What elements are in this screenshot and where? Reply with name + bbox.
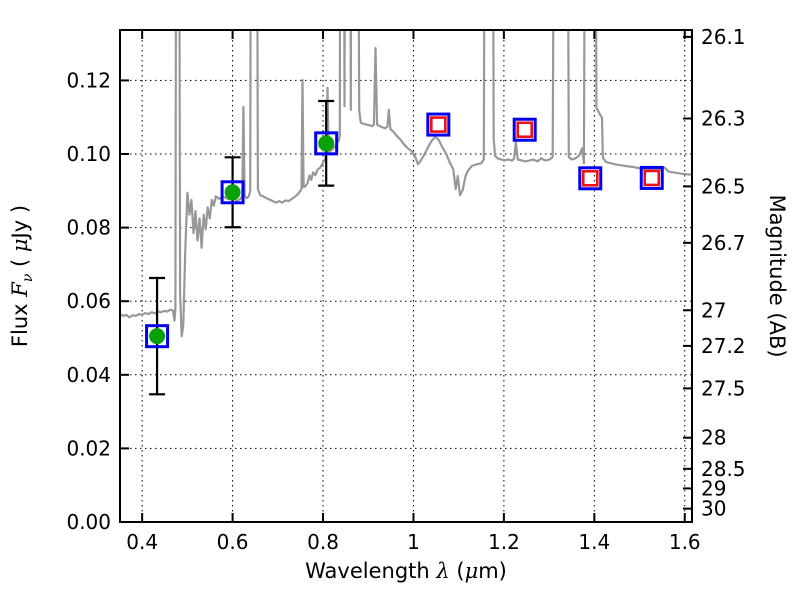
- x-tick-label: 0.6: [217, 530, 249, 554]
- x-tick-label: 1.4: [578, 530, 610, 554]
- flux-tick-label: 0.02: [66, 436, 111, 460]
- red-photometry-point: [516, 121, 533, 139]
- label-part: μ: [465, 559, 479, 583]
- flux-tick-label: 0.12: [66, 68, 111, 92]
- label-part: m): [478, 559, 507, 583]
- label-part: Jy ): [8, 205, 32, 241]
- green-photometry-point: [318, 135, 335, 152]
- spectrum-line: [120, 30, 692, 338]
- x-tick-label: 1.6: [669, 530, 701, 554]
- axes-frame: [119, 29, 693, 523]
- mag-tick-label: 27.2: [701, 334, 746, 358]
- x-axis-label: Wavelength λ (μm): [305, 559, 507, 583]
- x-tick-label: 0.4: [126, 530, 158, 554]
- flux-tick-label: 0.00: [66, 510, 111, 534]
- mag-tick-label: 26.5: [701, 174, 746, 198]
- mag-tick-label: 26.3: [701, 107, 746, 131]
- label-part: F: [8, 281, 32, 298]
- label-part: Magnitude (AB): [765, 194, 789, 357]
- marker-layer: [145, 112, 664, 349]
- flux-tick-label: 0.06: [66, 289, 111, 313]
- label-part: Wavelength: [305, 559, 436, 583]
- label-part: Flux: [8, 297, 32, 347]
- flux-tick-label: 0.10: [66, 142, 111, 166]
- green-photometry-point: [224, 184, 241, 201]
- flux-axis-label: Flux Fν ( μJy ): [8, 205, 36, 347]
- spectrum-layer: [120, 30, 692, 338]
- flux-tick-label: 0.04: [66, 363, 111, 387]
- blue-outline-square: [578, 166, 603, 191]
- label-part: ν: [20, 273, 36, 282]
- x-tick-label: 1: [407, 530, 420, 554]
- flux-tick-label: 0.08: [66, 216, 111, 240]
- x-tick-label: 0.8: [307, 530, 339, 554]
- tick-layer: [120, 30, 692, 523]
- blue-outline-square: [220, 180, 245, 205]
- mag-tick-label: 27: [701, 298, 726, 322]
- grid-layer: [120, 30, 692, 522]
- label-part: (: [8, 252, 32, 274]
- blue-outline-square: [639, 165, 664, 190]
- label-part: λ: [435, 559, 449, 583]
- red-photometry-point: [581, 169, 599, 187]
- blue-outline-square: [314, 131, 339, 156]
- mag-tick-label: 29: [701, 476, 726, 500]
- mag-tick-label: 27.5: [701, 376, 746, 400]
- red-photometry-point: [643, 169, 661, 187]
- x-tick-label: 1.2: [488, 530, 520, 554]
- magnitude-axis-label: Magnitude (AB): [765, 194, 789, 357]
- blue-outline-square: [145, 324, 170, 349]
- mag-tick-label: 26.1: [701, 25, 746, 49]
- mag-tick-label: 30: [701, 497, 726, 521]
- blue-outline-square: [512, 117, 537, 142]
- label-part: (: [450, 559, 465, 583]
- red-photometry-point: [430, 116, 447, 133]
- mag-tick-label: 28.5: [701, 457, 746, 481]
- mag-tick-label: 26.7: [701, 231, 746, 255]
- blue-outline-square: [426, 112, 451, 137]
- mag-tick-label: 28: [701, 426, 726, 450]
- label-part: μ: [8, 238, 32, 252]
- green-photometry-point: [149, 328, 166, 345]
